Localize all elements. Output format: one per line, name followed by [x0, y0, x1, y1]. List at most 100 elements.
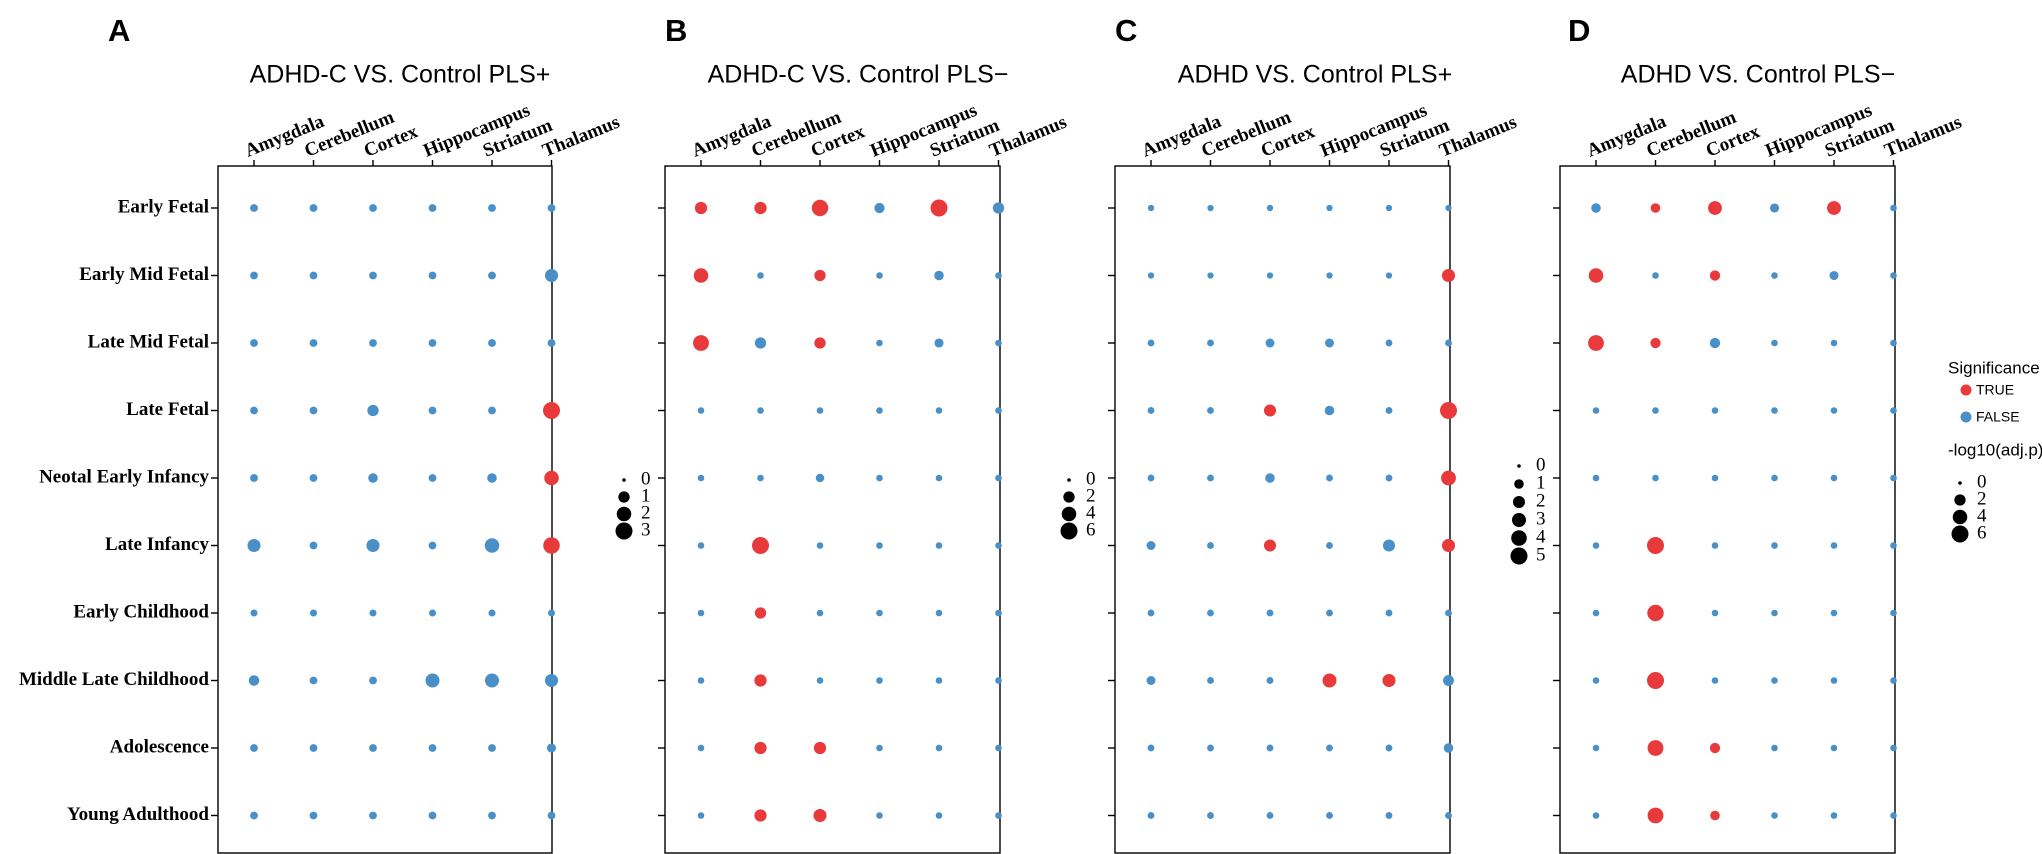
- data-point: [1771, 407, 1778, 414]
- panel-letter: C: [1115, 13, 1137, 48]
- data-point: [995, 272, 1002, 279]
- size-legend-label: 4: [1977, 505, 1987, 526]
- size-legend-dot: [1067, 478, 1071, 482]
- data-point: [1890, 272, 1897, 279]
- size-legend-label: 4: [1536, 526, 1546, 547]
- data-point: [694, 201, 708, 215]
- data-point: [547, 811, 556, 820]
- data-point: [488, 271, 496, 280]
- data-point: [1592, 677, 1600, 684]
- data-point: [369, 609, 377, 617]
- data-point: [366, 538, 380, 553]
- data-point: [754, 337, 767, 349]
- data-point: [1830, 339, 1838, 347]
- data-point: [1385, 609, 1393, 617]
- data-point: [876, 272, 883, 279]
- size-legend-dot: [1511, 530, 1527, 546]
- data-point: [1147, 812, 1155, 819]
- data-point: [1443, 743, 1454, 753]
- data-point: [1326, 542, 1333, 549]
- data-point: [309, 744, 318, 752]
- data-point: [250, 204, 258, 212]
- data-point: [1890, 407, 1897, 414]
- legend-true-dot: [1960, 384, 1972, 396]
- data-point: [369, 811, 377, 820]
- y-tick-label: Late Infancy: [105, 534, 209, 555]
- data-point: [935, 407, 943, 414]
- data-point: [1263, 539, 1277, 552]
- data-point: [813, 808, 827, 823]
- size-legend-dot: [1512, 513, 1526, 527]
- data-point: [250, 609, 258, 617]
- data-point: [876, 812, 883, 819]
- size-legend-title: -log10(adj.p): [1948, 440, 2042, 459]
- data-point: [1382, 673, 1396, 688]
- data-point: [697, 474, 705, 482]
- data-point: [488, 609, 496, 617]
- x-tick-label: Thalamus: [1882, 112, 1965, 162]
- x-tick-label: Thalamus: [1437, 112, 1520, 162]
- data-point: [250, 474, 258, 482]
- data-point: [1266, 744, 1274, 752]
- panel-title: ADHD VS. Control PLS−: [1621, 61, 1895, 89]
- data-point: [876, 474, 883, 482]
- size-legend-dot: [1512, 495, 1526, 509]
- data-point: [309, 271, 318, 280]
- data-point: [250, 811, 258, 820]
- data-point: [425, 673, 440, 688]
- data-point: [1147, 744, 1155, 752]
- data-point: [995, 339, 1002, 347]
- data-point: [1385, 474, 1393, 482]
- data-point: [488, 811, 496, 820]
- panel-letter: D: [1568, 13, 1590, 48]
- data-point: [754, 809, 767, 822]
- x-tick-label: Thalamus: [540, 112, 623, 162]
- data-point: [1265, 338, 1275, 348]
- data-point: [1147, 474, 1155, 482]
- data-point: [693, 268, 709, 283]
- data-point: [309, 204, 318, 212]
- data-point: [811, 199, 829, 217]
- data-point: [930, 199, 948, 217]
- y-tick-label: Early Childhood: [73, 601, 209, 622]
- size-legend-dot: [1952, 509, 1968, 525]
- data-point: [1711, 407, 1719, 414]
- data-point: [1827, 201, 1841, 215]
- data-point: [309, 406, 318, 415]
- data-point: [250, 744, 258, 752]
- data-point: [1769, 203, 1780, 213]
- data-point: [876, 677, 883, 684]
- data-point: [1385, 812, 1393, 819]
- data-point: [1650, 337, 1661, 349]
- data-point: [1263, 404, 1277, 417]
- data-point: [1207, 542, 1214, 549]
- data-point: [874, 202, 885, 214]
- data-point: [428, 406, 437, 415]
- data-point: [1830, 407, 1838, 414]
- data-point: [369, 339, 377, 347]
- y-tick-label: Young Adulthood: [67, 804, 209, 825]
- data-point: [1890, 339, 1897, 347]
- data-point: [1647, 807, 1664, 824]
- significance-legend: Significance TRUE FALSE -log10(adj.p): [1948, 358, 2042, 459]
- data-point: [1771, 609, 1778, 617]
- data-point: [1890, 474, 1897, 482]
- data-point: [428, 744, 437, 752]
- data-point: [1890, 677, 1897, 684]
- data-point: [309, 541, 318, 550]
- data-point: [1890, 609, 1897, 617]
- plot-frame: [1114, 165, 1451, 854]
- data-point: [754, 201, 767, 215]
- data-point: [1711, 542, 1719, 549]
- size-legend-label: 5: [1536, 544, 1546, 565]
- data-point: [1771, 744, 1778, 752]
- data-point: [487, 473, 497, 483]
- size-legend-dot: [1061, 506, 1077, 522]
- data-point: [1588, 268, 1604, 283]
- data-point: [935, 744, 943, 752]
- data-point: [757, 407, 764, 414]
- y-tick-label: Late Mid Fetal: [88, 331, 209, 352]
